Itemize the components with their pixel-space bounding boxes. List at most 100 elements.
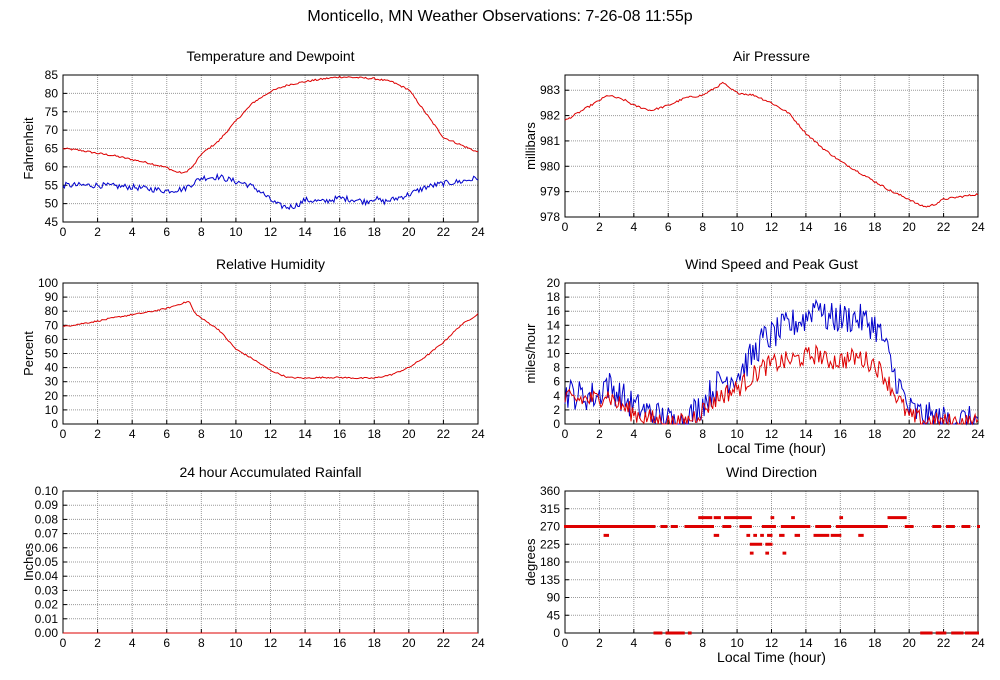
y-tick-label: 60 [45,332,59,346]
direction-point [713,533,720,537]
x-tick-label: 0 [562,220,569,234]
direction-point [765,542,773,546]
series-line-1 [564,344,979,426]
x-tick-label: 0 [562,636,569,650]
series-line-0 [62,75,479,174]
direction-point [765,551,770,555]
y-tick-label: 30 [45,375,59,389]
y-tick-label: 979 [540,185,560,199]
direction-point [660,525,668,528]
y-tick-label: 65 [45,142,59,156]
y-tick-label: 90 [45,290,59,304]
y-tick-label: 75 [45,105,59,119]
y-tick-label: 0.05 [35,555,59,569]
x-tick-label: 4 [630,636,637,650]
y-tick-label: 90 [547,591,561,605]
x-tick-label: 0 [60,427,67,441]
x-tick-label: 14 [799,220,813,234]
x-tick-label: 2 [94,427,101,441]
y-tick-label: 0.06 [35,541,59,555]
y-tick-label: 10 [547,347,561,361]
y-tick-label: 70 [45,123,59,137]
direction-point [767,533,773,537]
y-tick-label: 85 [45,68,59,82]
x-tick-label: 6 [665,636,672,650]
x-tick-label: 18 [868,636,882,650]
x-tick-label: 12 [264,636,278,650]
x-tick-label: 4 [630,220,637,234]
x-tick-label: 10 [229,636,243,650]
y-tick-label: 18 [547,290,561,304]
chart-title: 24 hour Accumulated Rainfall [179,464,361,480]
x-tick-label: 22 [437,427,451,441]
x-tick-label: 6 [163,636,170,650]
direction-point [760,533,764,537]
direction-point [753,533,758,537]
x-tick-label: 14 [298,636,312,650]
chart-direction: 0 2 4 6 8 10 12 14 16 18 20 22 240459013518022527031… [523,464,985,665]
y-tick-label: 0 [51,417,58,431]
x-tick-label: 0 [562,427,569,441]
x-tick-label: 24 [471,427,485,441]
x-tick-label: 18 [368,636,382,650]
y-tick-label: 10 [45,403,59,417]
x-tick-label: 0 [60,636,67,650]
x-tick-label: 24 [971,636,985,650]
x-tick-label: 10 [229,225,243,239]
y-tick-label: 45 [45,215,59,229]
direction-point [780,525,811,528]
direction-point [935,631,947,635]
x-tick-label: 20 [902,427,916,441]
direction-point [791,516,795,520]
y-tick-label: 982 [540,109,560,123]
direction-point [687,631,692,635]
direction-point [761,525,776,528]
x-tick-label: 8 [198,225,205,239]
direction-point [665,631,685,635]
direction-point [724,516,752,520]
y-tick-label: 8 [553,361,560,375]
x-tick-label: 6 [665,427,672,441]
direction-point [698,516,713,520]
x-tick-label: 12 [264,427,278,441]
x-tick-label: 20 [902,636,916,650]
y-axis-label: degrees [523,538,538,585]
chart-rain: 0 2 4 6 8 10 12 14 16 18 20 22 240.000.010.020.030.0… [21,464,485,650]
direction-point [964,631,979,635]
direction-point [946,525,955,528]
x-tick-label: 2 [94,636,101,650]
x-axis-label: Local Time (hour) [717,440,826,456]
chart-temp: 0 2 4 6 8 10 12 14 16 18 20 22 24455055606570758085T… [21,48,485,239]
x-tick-label: 20 [402,427,416,441]
y-tick-label: 80 [45,304,59,318]
x-axis-label: Local Time (hour) [717,649,826,665]
x-tick-label: 24 [471,636,485,650]
y-tick-label: 0.07 [35,527,59,541]
direction-point [653,631,663,635]
direction-point [813,533,830,537]
direction-point [779,533,785,537]
x-tick-label: 14 [298,427,312,441]
chart-title: Air Pressure [733,48,810,64]
x-tick-label: 4 [129,225,136,239]
direction-point [920,631,933,635]
x-tick-label: 22 [937,636,951,650]
x-tick-label: 12 [264,225,278,239]
x-tick-label: 18 [868,220,882,234]
direction-point [749,542,763,546]
y-tick-label: 20 [45,389,59,403]
chart-pressure: 0 2 4 6 8 10 12 14 16 18 20 22 24978979980981982983A… [523,48,985,234]
direction-point [977,525,980,528]
direction-point [713,516,721,520]
y-tick-label: 981 [540,134,560,148]
direction-point [794,533,801,537]
direction-point [951,631,964,635]
x-tick-label: 8 [198,636,205,650]
direction-point [684,525,714,528]
x-tick-label: 8 [699,427,706,441]
x-tick-label: 16 [333,427,347,441]
chart-wind: 0 2 4 6 8 10 12 14 16 18 20 22 2402468101214161820Wi… [523,256,985,456]
y-tick-label: 983 [540,83,560,97]
chart-title: Temperature and Dewpoint [186,48,354,64]
y-tick-label: 315 [540,502,560,516]
